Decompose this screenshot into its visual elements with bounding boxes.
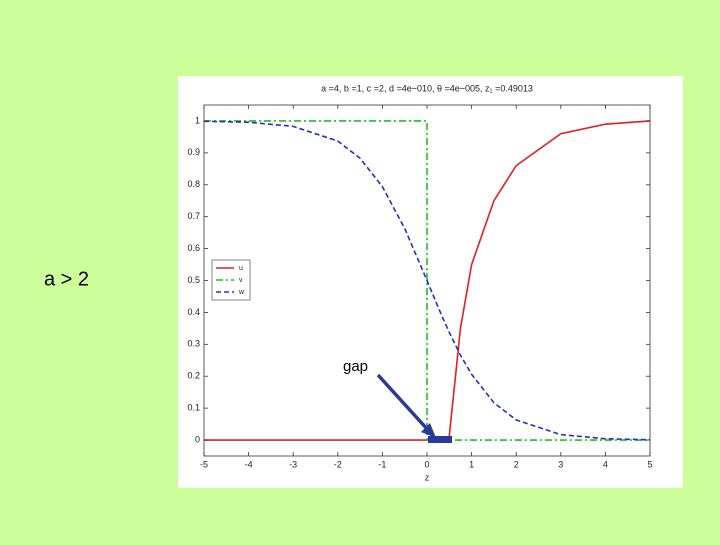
y-tick-label: 0.7 bbox=[187, 211, 200, 221]
x-tick-label: 5 bbox=[647, 459, 652, 469]
x-tick-label: -3 bbox=[289, 459, 297, 469]
x-tick-label: 0 bbox=[424, 459, 429, 469]
y-tick-label: 0.6 bbox=[187, 243, 200, 253]
y-tick-label: 0.9 bbox=[187, 147, 200, 157]
x-tick-label: -2 bbox=[334, 459, 342, 469]
y-tick-label: 0.1 bbox=[187, 403, 200, 413]
legend-label: v bbox=[239, 277, 243, 284]
y-tick-label: 0.2 bbox=[187, 371, 200, 381]
x-tick-label: 3 bbox=[558, 459, 563, 469]
y-tick-label: 0.8 bbox=[187, 179, 200, 189]
y-tick-label: 0.3 bbox=[187, 339, 200, 349]
arrow-head bbox=[421, 423, 436, 438]
series-line bbox=[204, 120, 650, 441]
y-tick-label: 0 bbox=[195, 434, 200, 444]
chart-title: a =4, b =1, c =2, d =4e−010, θ =4e−005, … bbox=[321, 83, 533, 93]
gap-bar bbox=[428, 436, 452, 443]
x-axis-label: z bbox=[425, 472, 430, 482]
series-line bbox=[203, 120, 651, 441]
x-tick-label: 2 bbox=[514, 459, 519, 469]
legend-label: u bbox=[239, 265, 243, 272]
x-tick-label: -1 bbox=[378, 459, 386, 469]
x-tick-label: 1 bbox=[469, 459, 474, 469]
annotation-arrow bbox=[376, 373, 430, 432]
y-tick-label: 1 bbox=[195, 115, 200, 125]
x-tick-label: -4 bbox=[245, 459, 253, 469]
x-tick-label: 4 bbox=[603, 459, 608, 469]
slide-label: a > 2 bbox=[44, 268, 89, 290]
annotation: gap bbox=[343, 358, 368, 375]
y-tick-label: 0.5 bbox=[187, 275, 200, 285]
y-tick-label: 0.4 bbox=[187, 307, 200, 317]
legend-label: w bbox=[238, 289, 245, 296]
x-tick-label: -5 bbox=[200, 459, 208, 469]
